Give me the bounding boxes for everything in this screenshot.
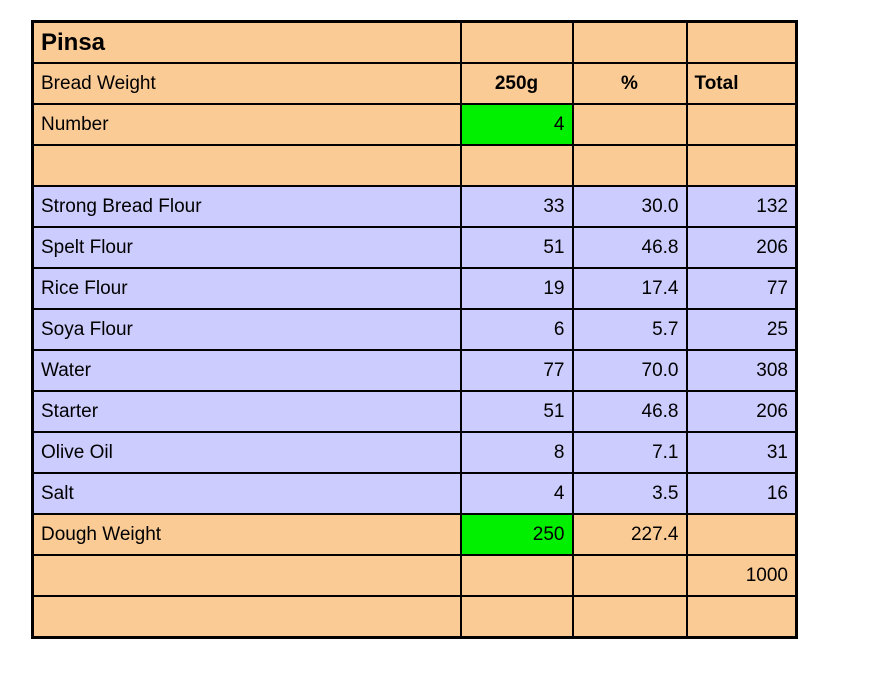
ingredient-percent-cell[interactable]: 70.0 xyxy=(571,349,688,392)
ingredient-row: Olive Oil 8 7.1 31 xyxy=(31,431,798,474)
ingredient-row: Water 77 70.0 308 xyxy=(31,349,798,392)
ingredient-total-cell[interactable]: 132 xyxy=(685,185,798,228)
empty-cell[interactable] xyxy=(31,595,462,639)
ingredient-grams-cell[interactable]: 33 xyxy=(459,185,574,228)
number-input-cell[interactable]: 4 xyxy=(459,103,574,146)
header-row: Bread Weight 250g % Total xyxy=(31,62,798,105)
header-total-column-cell[interactable]: Total xyxy=(685,62,798,105)
ingredient-grams-cell[interactable]: 51 xyxy=(459,390,574,433)
ingredient-percent-cell[interactable]: 46.8 xyxy=(571,390,688,433)
ingredient-name-cell[interactable]: Water xyxy=(31,349,462,392)
header-percent-column-cell[interactable]: % xyxy=(571,62,688,105)
ingredient-name-cell[interactable]: Salt xyxy=(31,472,462,515)
ingredient-percent-cell[interactable]: 30.0 xyxy=(571,185,688,228)
ingredient-row: Starter 51 46.8 206 xyxy=(31,390,798,433)
recipe-table: Pinsa Bread Weight 250g % Total Number 4 xyxy=(31,20,798,639)
ingredient-grams-cell[interactable]: 4 xyxy=(459,472,574,515)
ingredient-name-cell[interactable]: Strong Bread Flour xyxy=(31,185,462,228)
spacer-row xyxy=(31,595,798,639)
ingredient-row: Spelt Flour 51 46.8 206 xyxy=(31,226,798,269)
ingredient-grams-cell[interactable]: 6 xyxy=(459,308,574,351)
ingredient-row: Rice Flour 19 17.4 77 xyxy=(31,267,798,310)
grand-total-row: 1000 xyxy=(31,554,798,597)
ingredient-grams-cell[interactable]: 8 xyxy=(459,431,574,474)
empty-cell[interactable] xyxy=(685,513,798,556)
empty-cell[interactable] xyxy=(685,144,798,187)
ingredient-total-cell[interactable]: 308 xyxy=(685,349,798,392)
ingredient-total-cell[interactable]: 206 xyxy=(685,390,798,433)
empty-cell[interactable] xyxy=(685,595,798,639)
ingredient-total-cell[interactable]: 31 xyxy=(685,431,798,474)
title-row: Pinsa xyxy=(31,20,798,64)
dough-weight-percent-cell[interactable]: 227.4 xyxy=(571,513,688,556)
ingredient-grams-cell[interactable]: 77 xyxy=(459,349,574,392)
number-row: Number 4 xyxy=(31,103,798,146)
ingredient-grams-cell[interactable]: 51 xyxy=(459,226,574,269)
empty-cell[interactable] xyxy=(459,595,574,639)
empty-cell[interactable] xyxy=(571,554,688,597)
ingredient-percent-cell[interactable]: 3.5 xyxy=(571,472,688,515)
dough-weight-input-cell[interactable]: 250 xyxy=(459,513,574,556)
spacer-row xyxy=(31,144,798,187)
ingredient-percent-cell[interactable]: 7.1 xyxy=(571,431,688,474)
ingredient-name-cell[interactable]: Rice Flour xyxy=(31,267,462,310)
sheet-title-cell[interactable]: Pinsa xyxy=(31,20,462,64)
header-weight-column-cell[interactable]: 250g xyxy=(459,62,574,105)
dough-weight-row: Dough Weight 250 227.4 xyxy=(31,513,798,556)
ingredient-percent-cell[interactable]: 17.4 xyxy=(571,267,688,310)
header-bread-weight-cell[interactable]: Bread Weight xyxy=(31,62,462,105)
empty-cell[interactable] xyxy=(571,103,688,146)
empty-cell[interactable] xyxy=(571,20,688,64)
empty-cell[interactable] xyxy=(459,554,574,597)
ingredient-total-cell[interactable]: 25 xyxy=(685,308,798,351)
empty-cell[interactable] xyxy=(685,20,798,64)
number-label-cell[interactable]: Number xyxy=(31,103,462,146)
empty-cell[interactable] xyxy=(685,103,798,146)
empty-cell[interactable] xyxy=(459,20,574,64)
ingredient-total-cell[interactable]: 77 xyxy=(685,267,798,310)
ingredient-row: Salt 4 3.5 16 xyxy=(31,472,798,515)
empty-cell[interactable] xyxy=(459,144,574,187)
ingredient-total-cell[interactable]: 206 xyxy=(685,226,798,269)
ingredient-name-cell[interactable]: Olive Oil xyxy=(31,431,462,474)
ingredient-total-cell[interactable]: 16 xyxy=(685,472,798,515)
ingredient-percent-cell[interactable]: 5.7 xyxy=(571,308,688,351)
ingredient-percent-cell[interactable]: 46.8 xyxy=(571,226,688,269)
ingredient-name-cell[interactable]: Starter xyxy=(31,390,462,433)
ingredient-grams-cell[interactable]: 19 xyxy=(459,267,574,310)
empty-cell[interactable] xyxy=(31,144,462,187)
ingredient-name-cell[interactable]: Spelt Flour xyxy=(31,226,462,269)
grand-total-cell[interactable]: 1000 xyxy=(685,554,798,597)
empty-cell[interactable] xyxy=(31,554,462,597)
ingredient-row: Soya Flour 6 5.7 25 xyxy=(31,308,798,351)
spreadsheet-area: Pinsa Bread Weight 250g % Total Number 4 xyxy=(31,20,798,639)
ingredient-name-cell[interactable]: Soya Flour xyxy=(31,308,462,351)
empty-cell[interactable] xyxy=(571,595,688,639)
ingredient-row: Strong Bread Flour 33 30.0 132 xyxy=(31,185,798,228)
dough-weight-label-cell[interactable]: Dough Weight xyxy=(31,513,462,556)
empty-cell[interactable] xyxy=(571,144,688,187)
